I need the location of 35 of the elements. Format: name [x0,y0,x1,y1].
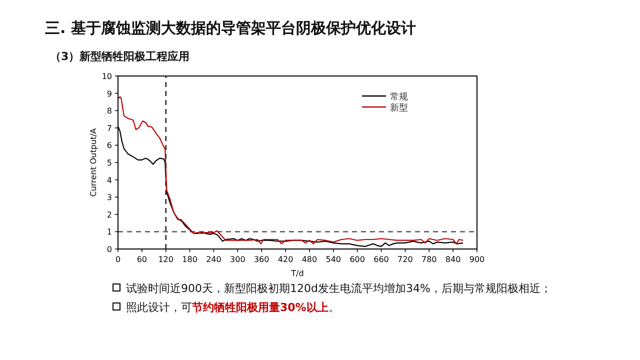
x-tick-label: 240 [206,255,222,264]
y-tick-label: 7 [106,124,112,133]
x-tick-label: 180 [182,255,198,264]
y-tick-label: 6 [106,141,112,150]
x-tick-label: 0 [115,255,121,264]
y-axis-title: Current Output/A [89,128,98,197]
x-tick-label: 540 [326,255,342,264]
x-tick-label: 720 [398,255,413,264]
x-tick-label: 900 [469,255,485,264]
x-tick-label: 600 [350,255,365,264]
y-tick-label: 0 [106,245,112,254]
chart-subtitle: （3）新型牺牲阳极工程应用 [50,50,190,63]
text: 照此设计，可节约牺牲阳极用量30%以上。 [126,301,340,314]
chart-title: 三. 基于腐蚀监测大数据的导管架平台阴极保护优化设计 [45,19,416,37]
y-tick-label: 1 [106,228,112,237]
y-tick-label: 3 [106,193,112,202]
x-tick-label: 300 [230,255,246,264]
x-axis-title: T/d [290,269,304,278]
legend-label: 常规 [390,92,408,102]
x-tick-label: 60 [136,255,148,264]
x-tick-label: 360 [254,255,270,264]
x-tick-label: 780 [421,255,437,264]
y-tick-label: 8 [106,106,112,116]
x-tick-label: 420 [278,255,294,264]
y-tick-label: 10 [102,72,112,81]
y-tick-label: 2 [106,210,112,220]
x-tick-label: 840 [445,255,461,264]
x-tick-label: 120 [158,255,174,264]
x-tick-label: 660 [374,255,389,264]
y-tick-label: 4 [106,176,112,185]
text: 试验时间近900天，新型阳极初期120d发生电流平均增加34%，后期与常规阳极相近； [126,282,552,295]
y-tick-label: 9 [106,89,112,98]
legend-label: 新型 [390,102,408,114]
y-tick-label: 5 [106,158,112,168]
x-tick-label: 480 [302,255,318,264]
